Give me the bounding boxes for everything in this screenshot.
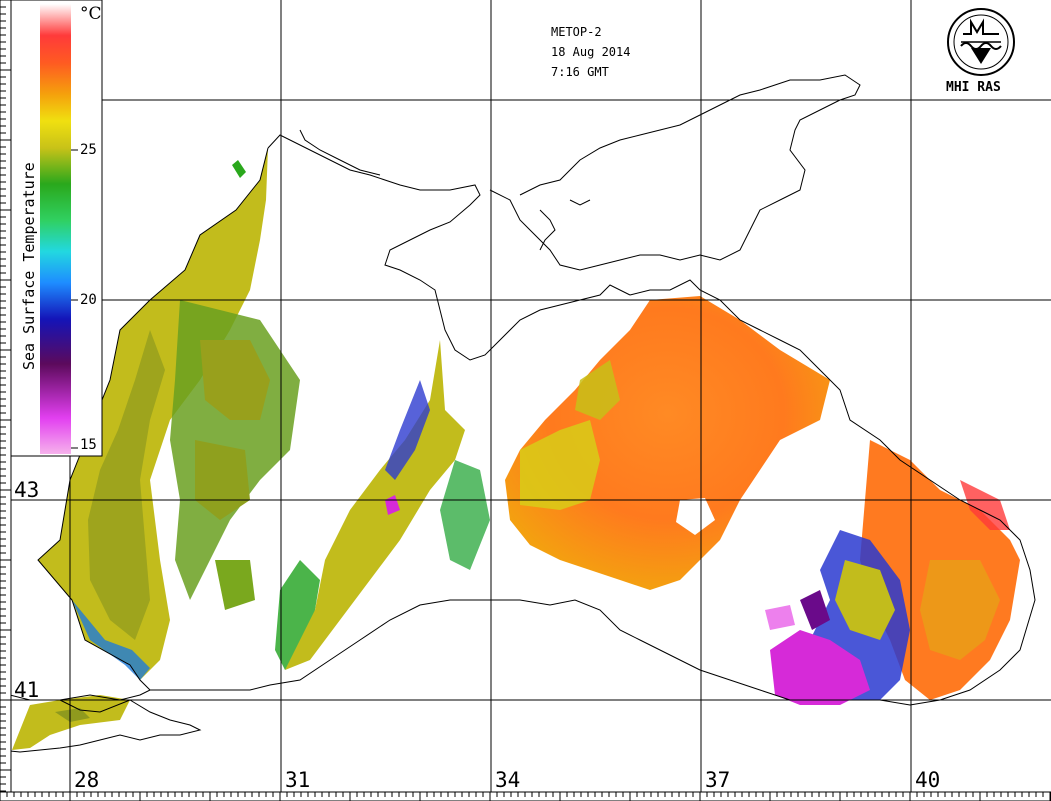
mhi-ras-logo [947,8,1015,76]
lon-label-40: 40 [915,768,941,792]
colorbar-tick-20: 20 [80,292,97,308]
sst-marmara [12,695,130,750]
lat-label-41: 41 [14,678,40,702]
satellite-label: METOP-2 [551,25,602,39]
sst-western-shelf [38,148,268,680]
scale-bar-bottom [0,791,1051,801]
sst-central-tongue [285,340,490,670]
sst-western-patches [170,300,320,670]
colorbar [10,0,103,457]
colorbar-unit: °C [80,4,102,24]
time-label: 7:16 GMT [551,65,609,79]
sst-eastern-warm [505,296,830,590]
lon-label-28: 28 [74,768,100,792]
lon-label-37: 37 [705,768,731,792]
scale-bar-left [0,0,12,793]
colorbar-tick-15: 15 [80,437,97,453]
sst-cold-upwelling [765,530,910,705]
organization-label: MHI RAS [946,80,1001,95]
colorbar-gradient [40,4,71,454]
lon-label-31: 31 [285,768,311,792]
colorbar-title: Sea Surface Temperature [20,162,38,370]
colorbar-title-text: Sea Surface Temperature [20,162,38,370]
colorbar-tick-25: 25 [80,142,97,158]
lon-label-34: 34 [495,768,521,792]
coastline [0,74,1036,753]
date-label: 18 Aug 2014 [551,45,631,59]
lat-label-43: 43 [14,478,40,502]
